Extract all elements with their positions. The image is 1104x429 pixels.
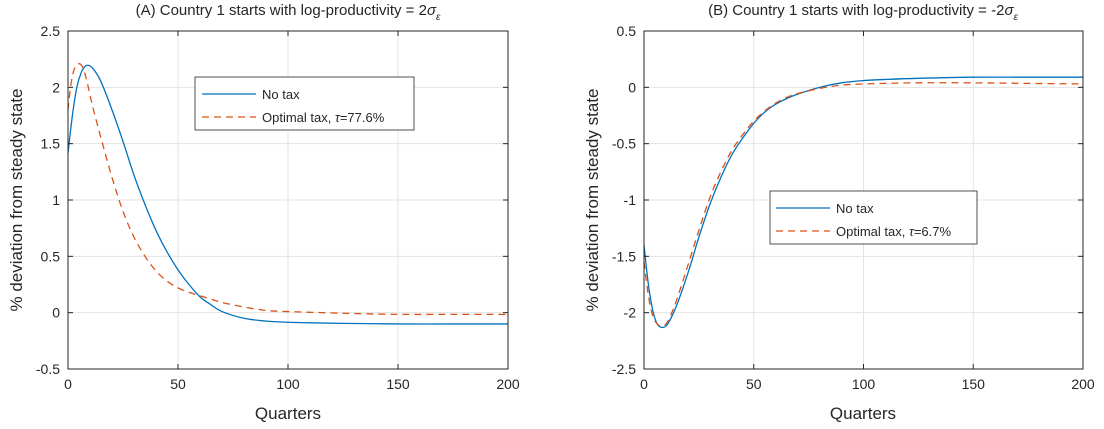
ticks-b: 0 50 100 150 200 -2.5 -2 -1.5 -1 -0.5 0 0.5 <box>612 23 1095 392</box>
legend-b: No tax Optimal tax, τ=6.7% <box>769 190 978 245</box>
series-line-no-tax-a <box>67 64 508 325</box>
y-tick-label-a: 2.5 <box>41 23 61 39</box>
ticks-a: 0 50 100 150 200-0.500.511.522.5 <box>36 23 520 392</box>
y-tick-label-b: -2 <box>624 305 637 321</box>
panel-b: (B) Country 1 starts with log-productivi… <box>583 2 1095 423</box>
y-tick-label-b: -0.5 <box>612 136 636 152</box>
x-tick-label-a: 150 <box>386 376 410 392</box>
y-tick-label-a: 1 <box>52 192 60 208</box>
series-group-a <box>67 63 508 325</box>
y-tick-label-a: 0.5 <box>41 248 61 264</box>
y-tick-label-a: 2 <box>52 79 60 95</box>
y-tick-label-b: -1.5 <box>612 248 636 264</box>
x-tick-label-b: 50 <box>746 376 762 392</box>
series-line-optimal-tax-b <box>643 82 1084 327</box>
y-axis-label-a: % deviation from steady state <box>7 88 26 311</box>
y-tick-label-b: 0.5 <box>617 23 637 39</box>
x-tick-label-b: 150 <box>962 376 986 392</box>
legend-label-no-tax-b: No tax <box>836 201 874 216</box>
series-group-b <box>643 76 1084 329</box>
y-axis-label-b: % deviation from steady state <box>583 88 602 311</box>
legend-box-a <box>194 76 415 131</box>
y-tick-label-b: 0 <box>628 79 636 95</box>
chart-title-b: (B) Country 1 starts with log-productivi… <box>708 2 1018 23</box>
x-tick-label-a: 100 <box>276 376 300 392</box>
x-tick-label-b: 0 <box>640 376 648 392</box>
x-axis-label-b: Quarters <box>830 404 896 423</box>
x-tick-label-b: 200 <box>1071 376 1095 392</box>
chart-title-a: (A) Country 1 starts with log-productivi… <box>136 2 441 23</box>
x-tick-label-a: 0 <box>64 376 72 392</box>
series-line-no-tax-b <box>643 76 1083 329</box>
y-tick-label-b: -2.5 <box>612 361 636 377</box>
y-tick-label-a: 1.5 <box>41 136 61 152</box>
x-tick-label-b: 100 <box>852 376 876 392</box>
x-tick-label-a: 50 <box>170 376 186 392</box>
y-tick-label-a: -0.5 <box>36 361 60 377</box>
y-tick-label-b: -1 <box>624 192 637 208</box>
legend-label-optimal-tax-b: Optimal tax, τ=6.7% <box>836 224 952 239</box>
x-tick-label-a: 200 <box>496 376 520 392</box>
y-tick-label-a: 0 <box>52 305 60 321</box>
legend-label-no-tax-a: No tax <box>262 87 300 102</box>
series-line-optimal-tax-a <box>67 63 508 316</box>
panel-a: (A) Country 1 starts with log-productivi… <box>7 2 520 423</box>
legend-box-b <box>769 190 978 245</box>
legend-a: No tax Optimal tax, τ=77.6% <box>194 76 415 131</box>
legend-label-optimal-tax-a: Optimal tax, τ=77.6% <box>262 110 385 125</box>
grid-b <box>644 31 1083 369</box>
x-axis-label-a: Quarters <box>255 404 321 423</box>
